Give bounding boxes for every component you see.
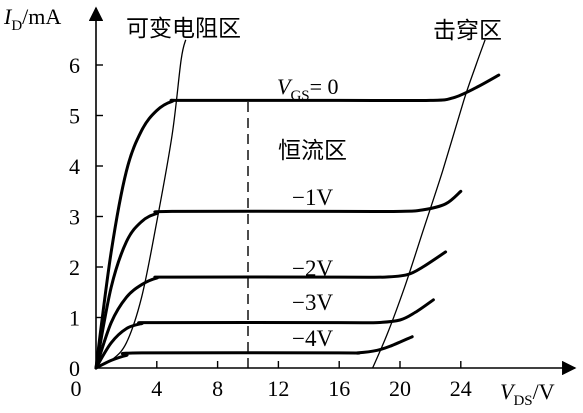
characteristic-curves	[94, 73, 501, 370]
y-tick-label: 5	[69, 104, 80, 129]
x-tick-label: 24	[450, 376, 472, 401]
series-label-vgs-3: −3V	[292, 290, 333, 315]
curve-v-gs-0	[94, 73, 501, 370]
series-labels: VGS= 0 −1V −2V −3V −4V	[277, 74, 339, 351]
x-tick-label: 0	[71, 376, 82, 401]
breakdown-region-boundary	[372, 39, 486, 369]
x-axis-title-main: V	[500, 379, 516, 404]
y-tick-label: 0	[69, 356, 80, 381]
y-axis-title: ID/mA	[3, 4, 61, 34]
x-axis-title-sub: DS	[513, 393, 532, 409]
curve--4v	[94, 335, 414, 370]
x-axis-title: VDS/V	[500, 379, 555, 409]
y-tick-label: 2	[69, 255, 80, 280]
series-label-vgs-1: −1V	[292, 185, 333, 210]
y-axis-title-sub: D	[11, 18, 22, 34]
x-tick-label: 16	[328, 376, 350, 401]
y-tick-label: 4	[69, 154, 80, 179]
y-tick-label: 1	[69, 306, 80, 331]
breakdown-region-label: 击穿区	[433, 18, 502, 44]
y-tick-label: 3	[69, 205, 80, 230]
x-axis-title-unit: /V	[533, 379, 555, 404]
y-tick-label: 6	[69, 53, 80, 78]
variable-resistance-region-label: 可变电阻区	[126, 16, 241, 42]
x-tick-label: 8	[212, 376, 223, 401]
x-tick-label: 4	[151, 376, 162, 401]
x-tick-label: 20	[389, 376, 411, 401]
series-label-vgs-4: −4V	[292, 326, 333, 351]
series-label-vgs-2: −2V	[292, 256, 333, 281]
x-tick-label: 12	[267, 376, 289, 401]
curve--2v	[94, 250, 448, 370]
curve--3v	[94, 298, 435, 370]
ohmic-region-boundary	[95, 39, 187, 369]
y-axis-title-unit: /mA	[22, 4, 61, 29]
curve--1v	[94, 189, 463, 370]
constant-current-region-label: 恒流区	[278, 138, 347, 164]
series-label-vgs-0: VGS= 0	[277, 74, 339, 104]
y-axis-title-main: I	[3, 4, 13, 29]
